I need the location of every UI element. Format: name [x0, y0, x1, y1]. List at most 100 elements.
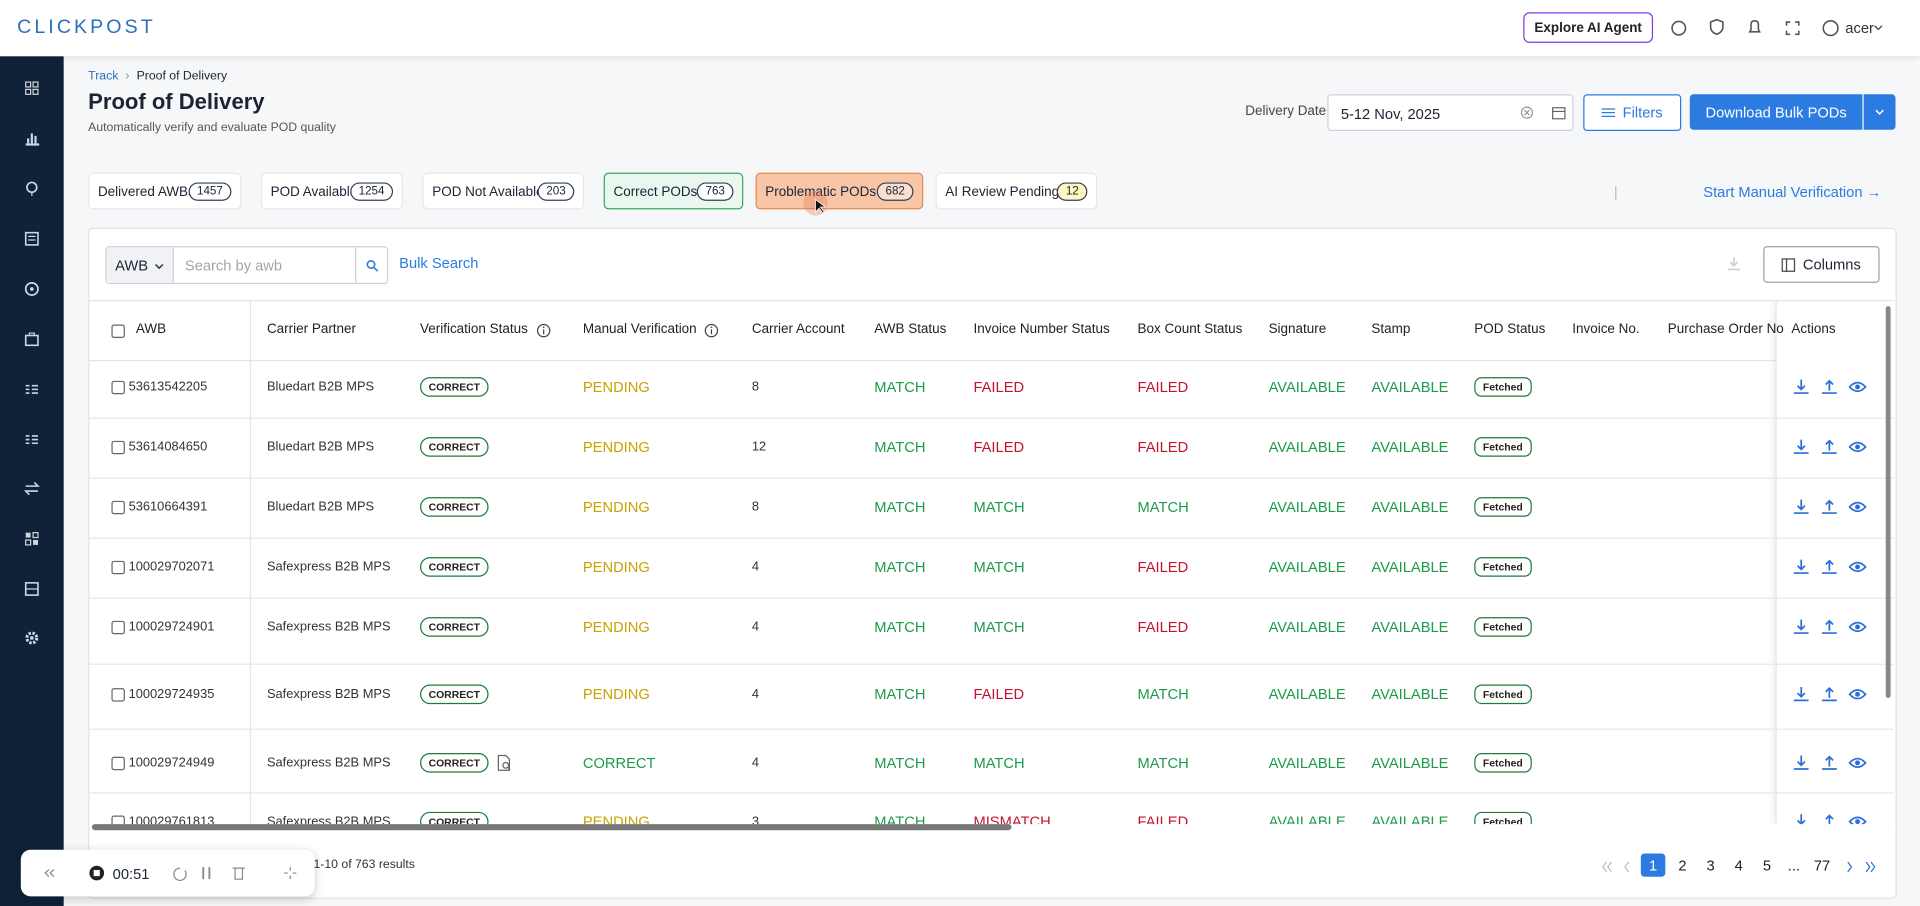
user-chevron[interactable]	[1873, 24, 1883, 31]
clear-icon[interactable]	[1520, 105, 1535, 120]
shield-icon[interactable]	[1711, 20, 1723, 35]
effects-icon[interactable]	[284, 867, 296, 879]
awb-number[interactable]: 100029761813	[129, 814, 215, 824]
upload-action[interactable]	[1821, 813, 1838, 824]
page-button[interactable]: ...	[1782, 853, 1806, 876]
row-checkbox[interactable]	[111, 561, 124, 574]
sidebar-item[interactable]	[26, 133, 39, 144]
view-action[interactable]	[1849, 378, 1866, 395]
delete-icon[interactable]	[233, 868, 245, 879]
sidebar-item[interactable]	[26, 533, 38, 545]
pause-icon[interactable]	[203, 867, 209, 879]
tab[interactable]: POD Not Available203	[422, 173, 584, 210]
search-button[interactable]	[355, 247, 388, 283]
column-header[interactable]: Stamp	[1371, 322, 1410, 337]
column-header[interactable]: Signature	[1269, 322, 1327, 337]
row-checkbox[interactable]	[111, 381, 124, 394]
row-checkbox[interactable]	[111, 757, 124, 770]
page-button[interactable]: 77	[1810, 853, 1834, 876]
upload-action[interactable]	[1821, 618, 1838, 635]
column-header[interactable]: Invoice No.	[1572, 322, 1639, 337]
tab[interactable]: Correct PODs763	[604, 173, 744, 210]
user-name[interactable]: acer	[1845, 20, 1874, 37]
page-button[interactable]: 4	[1727, 853, 1751, 876]
view-action[interactable]	[1849, 498, 1866, 515]
bell-icon[interactable]	[1750, 21, 1760, 32]
download-action[interactable]	[1793, 378, 1810, 395]
last-page[interactable]	[1861, 858, 1878, 875]
column-header[interactable]: POD Status	[1474, 322, 1545, 337]
awb-number[interactable]: 100029724935	[129, 687, 215, 702]
columns-button[interactable]: Columns	[1763, 246, 1879, 283]
prev-page[interactable]	[1619, 858, 1636, 875]
row-checkbox[interactable]	[111, 441, 124, 454]
sidebar-item[interactable]	[26, 283, 38, 295]
view-action[interactable]	[1849, 813, 1866, 824]
download-action[interactable]	[1793, 618, 1810, 635]
sidebar-item[interactable]	[26, 82, 38, 94]
export-icon[interactable]	[1727, 256, 1742, 271]
page-button[interactable]: 2	[1670, 853, 1694, 876]
column-header[interactable]: Invoice Number Status	[973, 322, 1109, 337]
upload-action[interactable]	[1821, 498, 1838, 515]
column-header[interactable]: Purchase Order No	[1668, 322, 1784, 337]
collapse-icon[interactable]	[45, 869, 54, 876]
sidebar-item[interactable]	[27, 633, 37, 643]
column-header[interactable]: Carrier Account	[752, 322, 845, 337]
search-select[interactable]: AWB	[107, 247, 174, 283]
select-all-checkbox[interactable]	[111, 324, 124, 337]
upload-action[interactable]	[1821, 686, 1838, 703]
sidebar-item[interactable]	[26, 482, 38, 494]
date-input[interactable]: 5-12 Nov, 2025	[1327, 94, 1573, 131]
search-input[interactable]: Search by awb	[185, 257, 282, 274]
column-header[interactable]: Manual Verification	[583, 322, 697, 337]
sidebar-item[interactable]	[26, 386, 38, 393]
horizontal-scrollbar[interactable]	[92, 824, 1012, 830]
sidebar-item[interactable]	[27, 182, 37, 195]
upload-action[interactable]	[1821, 438, 1838, 455]
awb-number[interactable]: 100029702071	[129, 560, 215, 575]
fullscreen-icon[interactable]	[1787, 22, 1799, 34]
breadcrumb-link[interactable]: Track	[88, 70, 118, 83]
column-header[interactable]: Box Count Status	[1138, 322, 1243, 337]
sidebar-item[interactable]	[26, 436, 38, 443]
page-button[interactable]: 3	[1698, 853, 1722, 876]
help-icon[interactable]	[1672, 21, 1685, 34]
awb-number[interactable]: 100029724949	[129, 756, 215, 771]
filters-button[interactable]: Filters	[1583, 94, 1681, 131]
restart-icon[interactable]	[174, 868, 186, 880]
row-checkbox[interactable]	[111, 621, 124, 634]
vertical-scrollbar[interactable]	[1886, 306, 1891, 698]
download-action[interactable]	[1793, 558, 1810, 575]
manual-verification-link[interactable]: Start Manual Verification →	[1703, 184, 1881, 201]
upload-action[interactable]	[1821, 558, 1838, 575]
sidebar-item[interactable]	[26, 233, 38, 245]
awb-number[interactable]: 100029724901	[129, 620, 215, 635]
column-header[interactable]: AWB	[136, 322, 166, 337]
calendar-icon[interactable]	[1551, 105, 1566, 120]
sidebar-item[interactable]	[26, 583, 38, 595]
bulk-search-link[interactable]: Bulk Search	[399, 255, 478, 272]
page-button[interactable]: 1	[1641, 853, 1665, 876]
page-button[interactable]: 5	[1755, 853, 1779, 876]
download-action[interactable]	[1793, 813, 1810, 824]
download-action[interactable]	[1793, 686, 1810, 703]
tab[interactable]: Delivered AWBs1457	[88, 173, 241, 210]
upload-action[interactable]	[1821, 754, 1838, 771]
column-header[interactable]: Verification Status	[420, 322, 528, 337]
column-header[interactable]: Carrier Partner	[267, 322, 356, 337]
download-action[interactable]	[1793, 438, 1810, 455]
upload-action[interactable]	[1821, 378, 1838, 395]
row-checkbox[interactable]	[111, 816, 124, 825]
download-button[interactable]: Download Bulk PODs	[1690, 94, 1863, 130]
view-action[interactable]	[1849, 686, 1866, 703]
view-action[interactable]	[1849, 754, 1866, 771]
awb-number[interactable]: 53614084650	[129, 440, 208, 455]
awb-number[interactable]: 53613542205	[129, 380, 208, 395]
view-action[interactable]	[1849, 438, 1866, 455]
sidebar-item[interactable]	[26, 333, 38, 345]
next-page[interactable]	[1842, 858, 1859, 875]
review-doc-icon[interactable]	[496, 754, 513, 771]
column-header[interactable]: AWB Status	[874, 322, 946, 337]
view-action[interactable]	[1849, 618, 1866, 635]
